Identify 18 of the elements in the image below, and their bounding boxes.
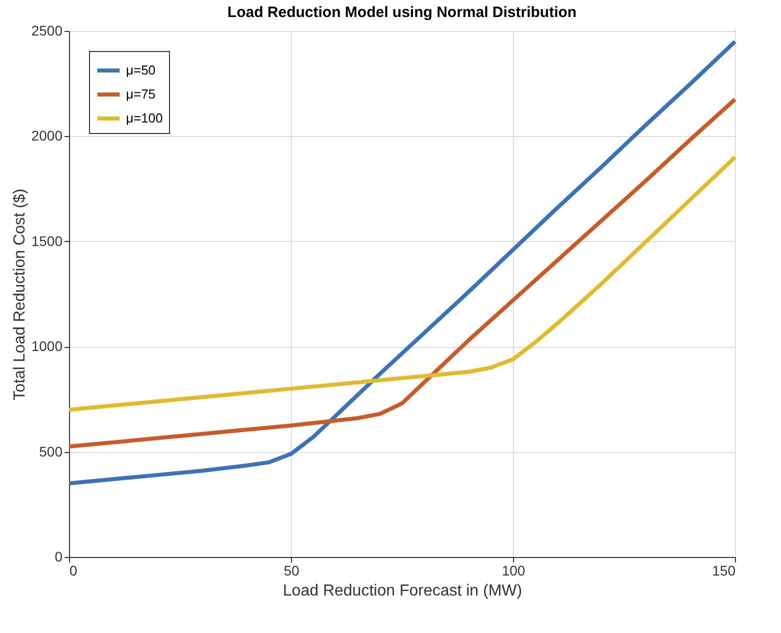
x-tick-label: 100 (502, 562, 526, 578)
legend-label: μ=50 (126, 62, 156, 78)
line-series (67, 155, 737, 412)
x-tick-label: 150 (712, 562, 736, 578)
y-tick-label: 1000 (31, 338, 63, 354)
y-tick-label: 2000 (31, 128, 63, 144)
x-axis-title: Load Reduction Forecast in (MW) (282, 582, 522, 600)
x-tick-label: 0 (70, 562, 78, 578)
y-tick-label: 500 (39, 443, 63, 460)
legend-label: μ=75 (126, 86, 156, 102)
y-tick-label: 0 (54, 548, 63, 564)
y-tick-label: 2500 (31, 22, 63, 38)
x-tick-label: 50 (284, 562, 300, 578)
line-series (67, 40, 737, 486)
chart-title: Load Reduction Model using Normal Distribution (227, 4, 577, 21)
y-tick-label: 1500 (31, 232, 63, 249)
legend-label: μ=100 (126, 110, 163, 126)
y-axis-title: Total Load Reduction Cost ($) (11, 188, 28, 400)
